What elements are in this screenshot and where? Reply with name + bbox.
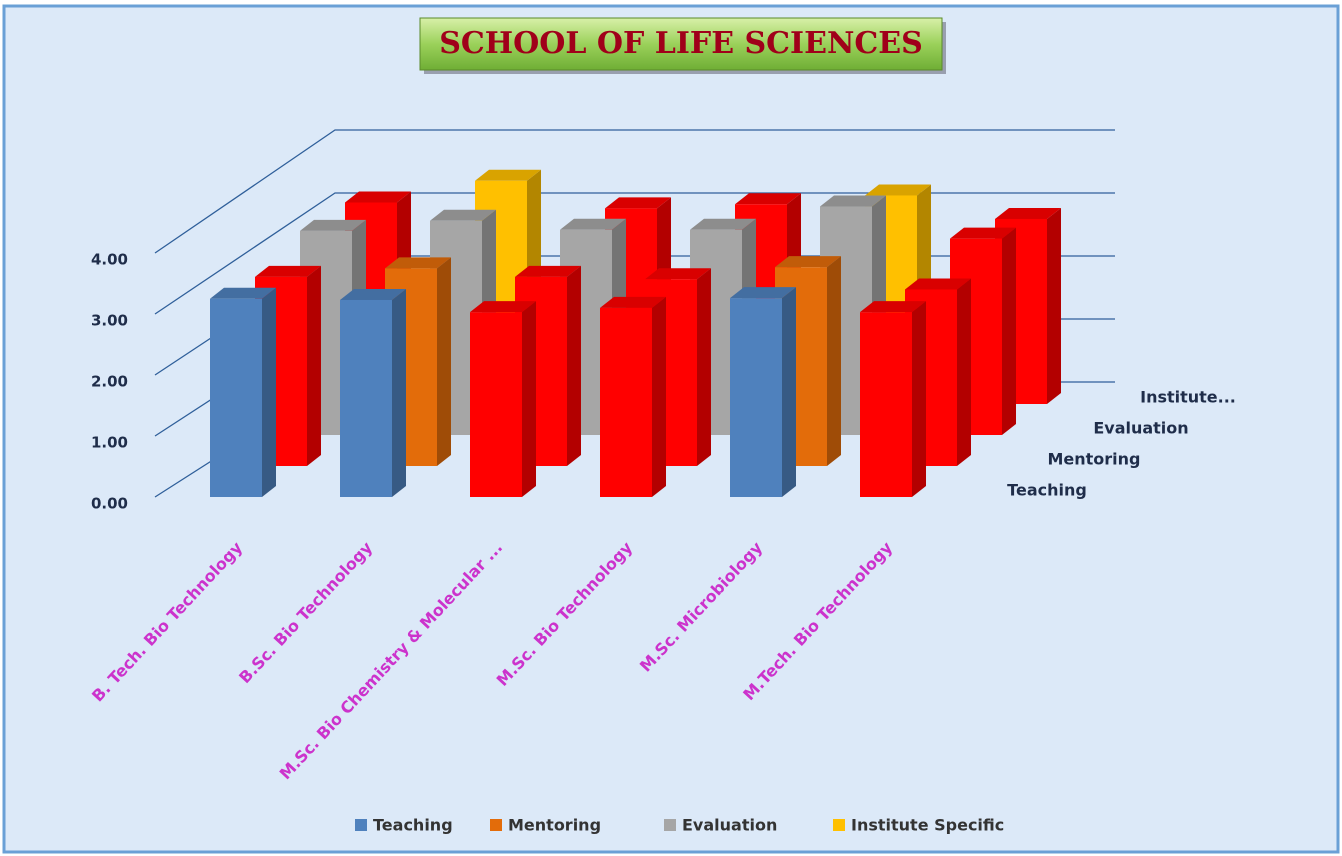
- legend-label: Mentoring: [508, 816, 601, 835]
- bar-top: [300, 219, 366, 231]
- bar-top: [730, 287, 796, 299]
- legend-swatch: [664, 819, 676, 831]
- bar-side: [827, 256, 841, 466]
- legend-swatch: [833, 819, 845, 831]
- bar-top: [475, 169, 541, 181]
- depth-label: Mentoring: [1047, 450, 1140, 469]
- bar-top: [515, 265, 581, 277]
- bar-side: [522, 301, 536, 497]
- title-box: [419, 17, 943, 71]
- depth-label: Institute...: [1140, 388, 1236, 407]
- bar-side: [1002, 227, 1016, 435]
- bar-top: [340, 288, 406, 300]
- bar-side: [567, 265, 581, 466]
- bar-side: [957, 278, 971, 466]
- bar-top: [690, 218, 756, 230]
- bar-top: [905, 278, 971, 290]
- bar-side: [782, 287, 796, 497]
- bar-side: [437, 257, 451, 466]
- bar: [600, 296, 666, 497]
- bar-top: [430, 209, 496, 221]
- bar-side: [1047, 207, 1061, 404]
- bar-front: [340, 299, 392, 497]
- bar-top: [865, 184, 931, 196]
- legend-label: Evaluation: [682, 816, 777, 835]
- bar-top: [775, 256, 841, 268]
- y-tick-label: 1.00: [91, 434, 128, 452]
- y-tick-label: 0.00: [91, 495, 128, 513]
- bar-top: [470, 301, 536, 313]
- y-tick-label: 3.00: [91, 312, 128, 330]
- depth-label: Evaluation: [1093, 419, 1188, 438]
- bar-front: [730, 298, 782, 497]
- y-tick-label: 2.00: [91, 373, 128, 391]
- bar-side: [307, 265, 321, 466]
- bar: [470, 301, 536, 497]
- y-tick-label: 4.00: [91, 251, 128, 269]
- bar-top: [860, 301, 926, 313]
- bar-top: [995, 207, 1061, 219]
- legend-label: Institute Specific: [851, 816, 1004, 835]
- bar-top: [345, 191, 411, 203]
- bar: [730, 287, 796, 497]
- bar-front: [470, 312, 522, 497]
- legend-swatch: [355, 819, 367, 831]
- bar-side: [392, 288, 406, 497]
- bar-front: [210, 298, 262, 497]
- bar-side: [652, 296, 666, 497]
- bar-top: [820, 195, 886, 207]
- bar-side: [912, 301, 926, 497]
- grid-line: [154, 192, 1115, 315]
- bar-side: [697, 268, 711, 466]
- bar: [340, 288, 406, 497]
- bar-front: [860, 312, 912, 497]
- bar-top: [560, 218, 626, 230]
- bar-top: [210, 287, 276, 299]
- bar-top: [255, 265, 321, 277]
- bar: [210, 287, 276, 497]
- bar-top: [600, 296, 666, 308]
- bar-top: [645, 268, 711, 280]
- bar-top: [735, 193, 801, 205]
- bar-top: [605, 197, 671, 209]
- bar-front: [600, 307, 652, 497]
- bar-top: [950, 227, 1016, 239]
- chart-title: SCHOOL OF LIFE SCIENCES: [439, 26, 923, 61]
- bar-top: [385, 257, 451, 269]
- grid-line: [154, 129, 1115, 254]
- legend-label: Teaching: [373, 816, 453, 835]
- bar: [860, 301, 926, 497]
- depth-label: Teaching: [1007, 481, 1087, 500]
- bar-side: [262, 287, 276, 497]
- legend-swatch: [490, 819, 502, 831]
